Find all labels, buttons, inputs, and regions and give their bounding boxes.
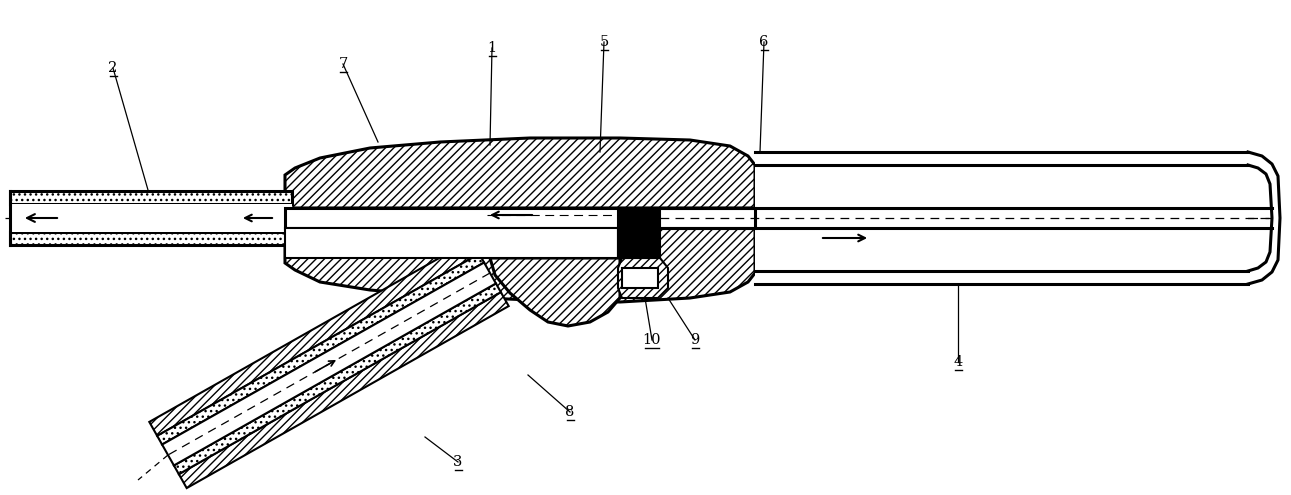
Polygon shape xyxy=(755,165,1248,271)
Text: 3: 3 xyxy=(453,455,462,469)
Polygon shape xyxy=(285,138,755,208)
Polygon shape xyxy=(755,271,1248,284)
Text: 5: 5 xyxy=(599,35,608,49)
Text: 6: 6 xyxy=(759,35,768,49)
Polygon shape xyxy=(174,284,501,474)
Polygon shape xyxy=(755,152,1248,165)
Polygon shape xyxy=(285,208,755,228)
Text: 4: 4 xyxy=(953,355,963,369)
Polygon shape xyxy=(10,232,292,245)
Polygon shape xyxy=(622,268,658,288)
Text: 2: 2 xyxy=(108,61,117,75)
Polygon shape xyxy=(285,228,618,258)
Polygon shape xyxy=(285,228,755,302)
Polygon shape xyxy=(10,204,292,232)
Polygon shape xyxy=(618,208,660,258)
Polygon shape xyxy=(10,191,292,204)
Polygon shape xyxy=(618,258,667,298)
Polygon shape xyxy=(1248,152,1279,218)
Polygon shape xyxy=(491,258,620,326)
Text: 9: 9 xyxy=(691,333,700,347)
Text: 7: 7 xyxy=(338,57,347,71)
Text: 1: 1 xyxy=(488,41,497,55)
Polygon shape xyxy=(158,254,484,445)
Polygon shape xyxy=(163,262,496,465)
Text: 8: 8 xyxy=(565,405,574,419)
Polygon shape xyxy=(179,292,509,488)
Polygon shape xyxy=(150,240,479,436)
Text: 10: 10 xyxy=(643,333,661,347)
Polygon shape xyxy=(1248,218,1279,284)
